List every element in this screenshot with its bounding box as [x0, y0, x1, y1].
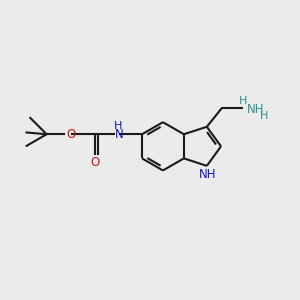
Text: H: H	[239, 96, 247, 106]
Text: NH: NH	[247, 103, 264, 116]
Text: O: O	[90, 156, 100, 169]
Text: N: N	[115, 128, 124, 141]
Text: NH: NH	[199, 168, 216, 181]
Text: O: O	[66, 128, 75, 141]
Text: H: H	[260, 111, 268, 121]
Text: H: H	[113, 121, 122, 131]
